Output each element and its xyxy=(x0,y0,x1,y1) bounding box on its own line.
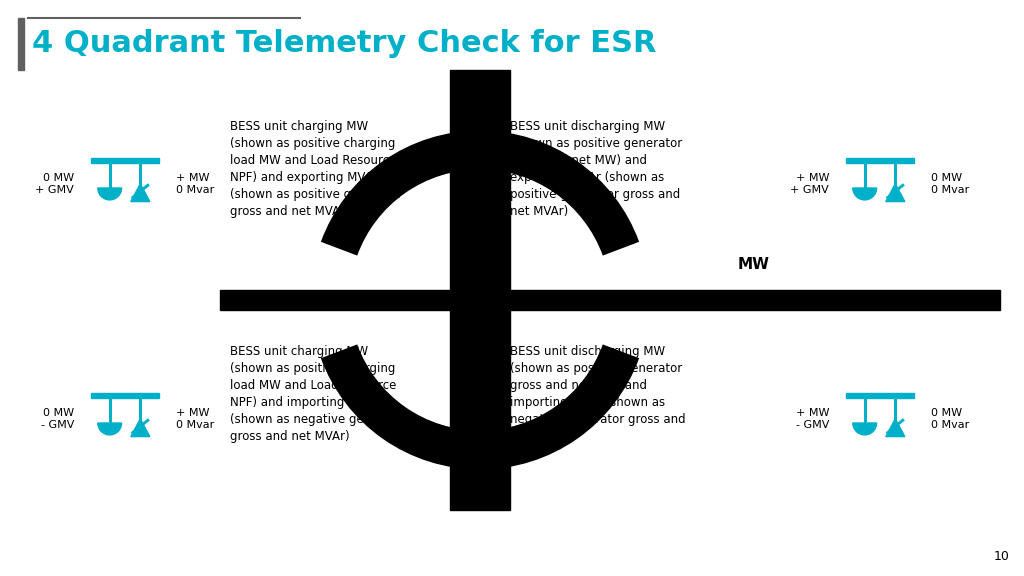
Text: 0 MW
+ GMV: 0 MW + GMV xyxy=(35,173,74,195)
Text: 0 MW
- GMV: 0 MW - GMV xyxy=(41,408,74,430)
Text: 4 Quadrant Telemetry Check for ESR: 4 Quadrant Telemetry Check for ESR xyxy=(32,29,656,58)
Bar xyxy=(91,393,159,397)
Wedge shape xyxy=(853,423,877,435)
Wedge shape xyxy=(98,188,122,200)
Text: MVAR: MVAR xyxy=(478,82,494,131)
Polygon shape xyxy=(131,184,150,202)
Bar xyxy=(91,158,159,162)
Text: + MW
0 Mvar: + MW 0 Mvar xyxy=(176,408,214,430)
Text: BESS unit charging MW
(shown as positive charging
load MW and Load Resource
NPF): BESS unit charging MW (shown as positive… xyxy=(230,345,408,443)
Text: 10: 10 xyxy=(994,550,1010,563)
Text: 0 MW
0 Mvar: 0 MW 0 Mvar xyxy=(931,173,970,195)
Text: + MW
+ GMV: + MW + GMV xyxy=(791,173,829,195)
Bar xyxy=(846,393,914,397)
Text: MW: MW xyxy=(738,257,770,272)
Wedge shape xyxy=(853,188,877,200)
Polygon shape xyxy=(886,419,905,437)
Bar xyxy=(450,70,510,510)
Text: BESS unit charging MW
(shown as positive charging
load MW and Load Resource
NPF): BESS unit charging MW (shown as positive… xyxy=(230,120,402,218)
Text: 0 MW
0 Mvar: 0 MW 0 Mvar xyxy=(931,408,970,430)
Polygon shape xyxy=(131,419,150,437)
Text: + MW
0 Mvar: + MW 0 Mvar xyxy=(176,173,214,195)
Polygon shape xyxy=(886,184,905,202)
Text: + MW
- GMV: + MW - GMV xyxy=(796,408,829,430)
Bar xyxy=(220,290,1000,310)
Wedge shape xyxy=(98,423,122,435)
Bar xyxy=(846,158,914,162)
Text: BESS unit discharging MW
(shown as positive generator
gross and net MW) and
expo: BESS unit discharging MW (shown as posit… xyxy=(510,120,682,218)
Text: BESS unit discharging MW
(shown as positive generator
gross and net MW) and
impo: BESS unit discharging MW (shown as posit… xyxy=(510,345,686,443)
Bar xyxy=(18,18,24,70)
